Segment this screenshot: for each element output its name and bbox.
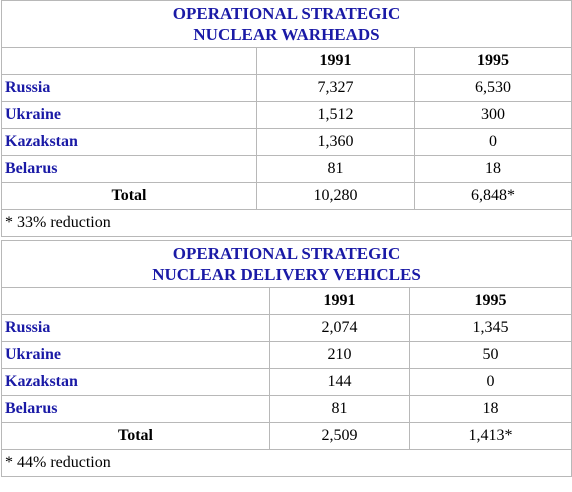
total-value: 10,280: [256, 182, 415, 210]
vehicles-table: OPERATIONAL STRATEGIC NUCLEAR DELIVERY VE…: [0, 240, 572, 477]
data-row: Kazakstan 1,360 0: [1, 128, 572, 156]
data-row: Kazakstan 144 0: [1, 368, 572, 396]
cell-value: 210: [269, 341, 410, 369]
cell-value: 144: [269, 368, 410, 396]
title-line: OPERATIONAL STRATEGIC: [172, 4, 401, 23]
column-header: 1995: [413, 47, 572, 75]
title-line: OPERATIONAL STRATEGIC: [172, 244, 401, 263]
column-header: 1991: [256, 47, 415, 75]
cell-value: 6,530: [413, 74, 572, 102]
cell-value: 0: [413, 128, 572, 156]
warheads-table: OPERATIONAL STRATEGIC NUCLEAR WARHEADS 19…: [0, 0, 572, 237]
cell-value: 7,327: [256, 74, 415, 102]
cell-value: 18: [413, 155, 572, 183]
data-row: Russia 2,074 1,345: [1, 314, 572, 342]
cell-value: 1,512: [256, 101, 415, 129]
row-label: Russia: [1, 74, 257, 102]
cell-value: 81: [269, 395, 410, 423]
cell-value: 1,345: [408, 314, 572, 342]
row-label: Ukraine: [1, 101, 257, 129]
data-row: Ukraine 210 50: [1, 341, 572, 369]
row-label: Belarus: [1, 155, 257, 183]
footnote: * 33% reduction: [0, 209, 572, 237]
column-header: 1995: [408, 287, 572, 315]
row-label: Russia: [1, 314, 270, 342]
footnote: * 44% reduction: [0, 449, 572, 477]
cell-value: 2,074: [269, 314, 410, 342]
title-line: NUCLEAR DELIVERY VEHICLES: [152, 265, 421, 284]
total-value: 2,509: [269, 422, 410, 450]
title-line: NUCLEAR WARHEADS: [193, 25, 380, 44]
data-row: Russia 7,327 6,530: [1, 74, 572, 102]
row-label: Kazakstan: [1, 128, 257, 156]
data-row: Ukraine 1,512 300: [1, 101, 572, 129]
cell-value: 0: [408, 368, 572, 396]
table-title: OPERATIONAL STRATEGIC NUCLEAR DELIVERY VE…: [0, 240, 572, 288]
table-title: OPERATIONAL STRATEGIC NUCLEAR WARHEADS: [0, 0, 572, 48]
cell-value: 300: [413, 101, 572, 129]
row-label: Kazakstan: [1, 368, 270, 396]
data-row: Belarus 81 18: [1, 395, 572, 423]
total-label: Total: [1, 422, 270, 450]
column-header: 1991: [269, 287, 410, 315]
total-value: 1,413*: [408, 422, 572, 450]
total-label: Total: [1, 182, 257, 210]
total-value: 6,848*: [413, 182, 572, 210]
row-label: Ukraine: [1, 341, 270, 369]
data-row: Belarus 81 18: [1, 155, 572, 183]
cell-value: 1,360: [256, 128, 415, 156]
cell-value: 18: [408, 395, 572, 423]
row-label: Belarus: [1, 395, 270, 423]
cell-value: 81: [256, 155, 415, 183]
cell-value: 50: [408, 341, 572, 369]
